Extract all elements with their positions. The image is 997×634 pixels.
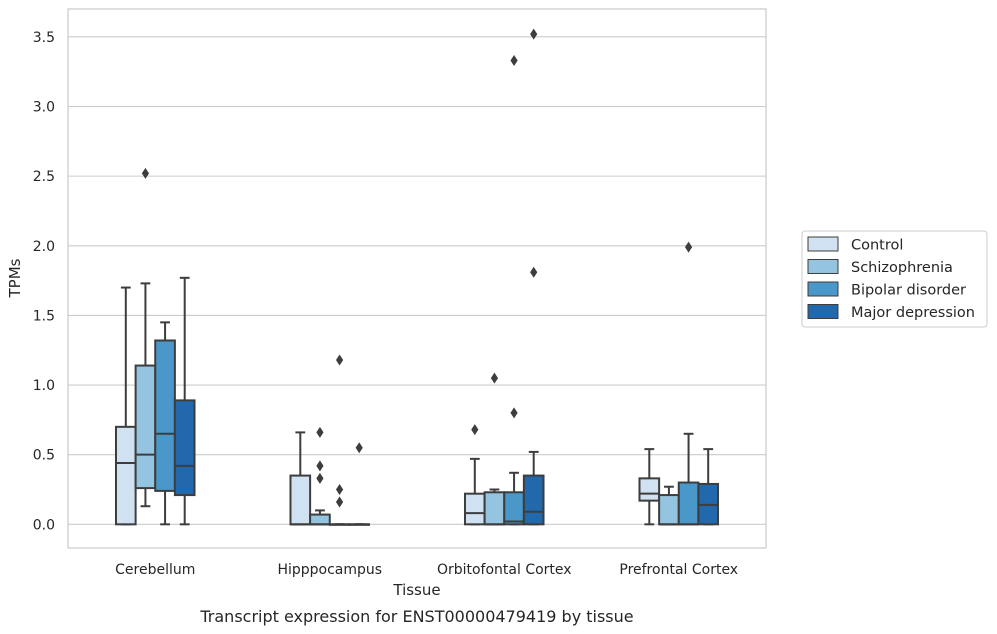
box-body — [503, 491, 525, 526]
plot-area-frame — [67, 8, 767, 549]
box-series — [114, 28, 720, 526]
legend-swatch — [807, 236, 839, 252]
box-3 — [638, 448, 661, 526]
outlier-point — [510, 407, 518, 419]
box-0 — [134, 167, 157, 508]
outlier-point — [684, 241, 693, 253]
y-tick-label: 2.0 — [33, 239, 55, 255]
legend-label: Bipolar disorder — [851, 283, 966, 299]
y-tick-labels: 0.0 0.5 1.0 1.5 2.0 2.5 3.0 3.5 — [33, 30, 55, 533]
box-0 — [154, 321, 176, 526]
box-body — [638, 477, 661, 502]
y-tick-label: 3.0 — [33, 99, 55, 115]
legend-frame — [801, 230, 988, 328]
outlier-point — [530, 266, 538, 278]
x-tick-label: Cerebellum — [115, 562, 195, 578]
box-2 — [522, 28, 545, 526]
outlier-point — [335, 484, 344, 496]
y-tick-label: 1.0 — [33, 378, 55, 394]
box-2 — [463, 424, 486, 526]
box-body — [114, 425, 137, 526]
outlier-point — [316, 460, 324, 472]
y-axis-label: TPMs — [6, 258, 24, 298]
y-tick-label: 0.0 — [33, 517, 55, 533]
x-tick-label: Orbitofontal Cortex — [437, 562, 572, 578]
x-tick-label: Hipppocampus — [277, 562, 382, 578]
box-1 — [348, 442, 371, 526]
legend-swatch — [807, 304, 839, 319]
box-body — [173, 399, 196, 497]
box-1 — [328, 354, 351, 526]
chart-caption: Transcript expression for ENST0000047941… — [199, 607, 633, 626]
box-body — [463, 492, 486, 526]
x-tick-labels: Cerebellum Hipppocampus Orbitofontal Corte… — [115, 562, 738, 578]
box-body — [289, 474, 312, 526]
box-body — [522, 474, 545, 526]
series-bipolar-disorder — [154, 55, 700, 526]
box-3 — [697, 448, 720, 526]
x-tick-label: Prefrontal Cortex — [619, 562, 738, 578]
outlier-point — [335, 354, 344, 366]
box-0 — [173, 276, 196, 526]
outlier-point — [471, 424, 479, 436]
outlier-point — [490, 372, 499, 384]
outlier-point — [316, 426, 324, 438]
box-0 — [114, 286, 137, 526]
series-major-depression — [173, 28, 720, 526]
legend-swatch — [807, 259, 839, 274]
box-2 — [483, 372, 506, 526]
box-body — [309, 513, 331, 526]
box-body — [658, 494, 680, 526]
box-body — [154, 339, 176, 492]
legend: Control Schizophrenia Bipolar disorder Majo… — [801, 230, 988, 328]
x-axis-label: Tissue — [392, 581, 440, 599]
box-body — [677, 481, 700, 526]
legend-label: Control — [851, 238, 903, 254]
box-1 — [289, 431, 312, 526]
y-tick-label: 0.5 — [33, 448, 55, 464]
legend-label: Schizophrenia — [851, 260, 953, 276]
y-tick-label: 3.5 — [33, 30, 55, 46]
outlier-point — [530, 28, 538, 40]
legend-label: Major depression — [851, 305, 975, 321]
y-tick-label: 1.5 — [33, 308, 55, 324]
outlier-point — [335, 496, 344, 508]
box-1 — [309, 426, 331, 526]
y-tick-label: 2.5 — [33, 169, 55, 185]
box-3 — [658, 485, 680, 526]
outlier-point — [316, 472, 324, 484]
box-2 — [503, 55, 525, 526]
legend-swatch — [807, 281, 839, 297]
series-control — [114, 286, 661, 526]
outlier-point — [510, 55, 518, 67]
box-body — [134, 364, 157, 490]
box-3 — [677, 241, 700, 526]
outlier-point — [141, 167, 150, 179]
series-schizophrenia — [134, 167, 680, 526]
box-body — [483, 491, 506, 526]
outlier-point — [355, 442, 363, 454]
